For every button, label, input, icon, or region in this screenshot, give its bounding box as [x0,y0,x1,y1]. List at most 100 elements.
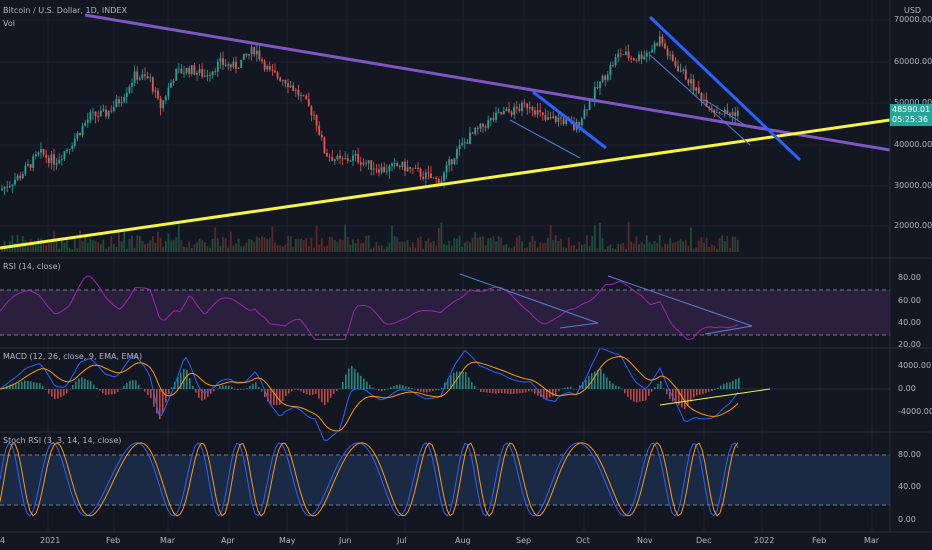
macd-histogram-bar [345,374,347,389]
macd-histogram-bar [90,380,92,389]
volume-bar [487,238,490,252]
candle-body [58,159,61,164]
candle-body [666,48,669,56]
candle-body [443,172,445,181]
macd-histogram-bar [249,385,251,389]
volume-bar [729,248,731,252]
candle-body [492,118,495,120]
candle-body [638,54,640,61]
volume-label[interactable]: Vol [3,19,15,28]
volume-bar [92,240,94,252]
macd-histogram-bar [219,385,221,389]
volume-bar [476,237,479,252]
macd-histogram-bar [57,389,59,399]
macd-histogram-bar [354,368,356,389]
volume-bar [128,238,131,252]
candle-body [281,80,284,81]
macd-histogram-bar [369,385,371,389]
volume-bar [261,236,263,252]
candle-body [71,145,74,149]
candle-body [640,54,643,60]
candle-body [510,111,513,115]
macd-histogram-bar [120,389,122,390]
volume-bar [398,241,401,252]
candle-body [417,167,419,170]
macd-histogram-bar [588,376,590,389]
candle-body [240,59,243,68]
candle-body [619,53,622,55]
candle-body [323,137,326,154]
candle-body [66,149,68,152]
macd-histogram-bar [552,389,554,397]
rsi-title[interactable]: RSI (14, close) [3,262,61,271]
volume-bar [281,246,284,252]
candle-body [86,119,89,123]
macd-title[interactable]: MACD (12, 26, close, 9, EMA, EMA) [3,352,143,361]
candle-body [526,103,529,109]
candle-body [500,111,503,115]
candle-body [235,61,237,69]
price-tick-1: 60000.00 [894,57,932,66]
candle-body [177,68,180,70]
candle-body [736,110,739,116]
candle-body [596,87,599,88]
macd-histogram-bar [567,387,569,389]
macd-histogram-bar [513,389,515,394]
candle-body [112,106,115,112]
macd-histogram-bar [438,389,440,390]
volume-bar [274,242,276,252]
macd-histogram-bar [192,385,194,389]
candle-body [541,112,544,115]
candle-body [16,175,19,180]
volume-bar [175,237,178,252]
volume-bar [341,240,344,252]
volume-bar [266,239,269,252]
macd-histogram-bar [351,366,353,389]
candle-body [365,162,367,164]
volume-bar [601,238,604,252]
stoch-band [0,455,890,505]
candle-body [3,186,6,189]
candle-body [617,53,620,58]
macd-histogram-bar [714,389,716,390]
candle-body [489,118,492,121]
candle-body [606,74,609,80]
volume-bar [224,237,227,252]
candle-body [721,113,724,115]
volume-bar [549,224,552,252]
macd-histogram-bar [648,389,650,396]
volume-bar [432,240,435,252]
candle-body [583,109,586,119]
volume-bar [671,242,674,252]
candle-body [141,74,144,79]
volume-bar [599,223,601,252]
candle-body [705,99,708,108]
volume-bar [125,248,128,252]
volume-bar [591,235,594,252]
volume-bar [138,236,141,252]
macd-histogram-bar [423,389,425,393]
stoch-rsi-title[interactable]: Stoch RSI (3, 3, 14, 14, close) [3,436,122,445]
volume-bar [541,243,544,252]
candle-body [105,109,107,117]
volume-bar [105,248,107,252]
macd-histogram-bar [243,389,245,390]
volume-bar [159,237,162,252]
macd-histogram-bar [570,386,572,389]
macd-histogram-bar [378,389,380,391]
volume-bar [68,247,71,252]
candle-body [560,117,562,119]
candle-body [110,110,113,112]
candle-body [50,154,53,164]
symbol-title[interactable]: Bitcoin / U.S. Dollar, 1D, INDEX [3,6,127,15]
volume-bar [151,236,154,252]
macd-histogram-bar [336,389,338,391]
macd-histogram-bar [624,389,626,394]
macd-histogram-bar [198,389,200,398]
candle-body [24,165,27,175]
macd-histogram-bar [114,389,116,395]
volume-bar [253,241,256,252]
volume-bar [648,242,651,252]
